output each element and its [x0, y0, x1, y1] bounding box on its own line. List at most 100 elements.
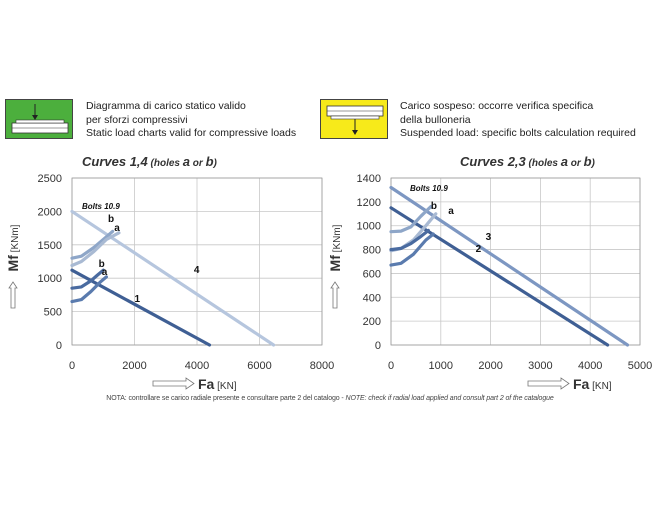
x-tick-label: 2000: [122, 360, 146, 372]
x-tick-label: 3000: [528, 360, 552, 372]
y-tick-label: 2000: [38, 206, 62, 218]
curve-label: 3: [486, 232, 492, 243]
x-tick-label: 0: [388, 360, 394, 372]
y-axis-label: Mf [KNm]: [327, 224, 343, 271]
y-axis-unit: [KNm]: [10, 224, 21, 255]
chart-title: Curves 2,3 (holes a or b): [460, 154, 596, 169]
static-load-legend-text: Diagramma di carico statico valido per s…: [86, 100, 296, 141]
plot-border: [390, 177, 641, 346]
chart-title-main: Curves 2,3: [460, 154, 527, 169]
y-tick-label: 1000: [357, 221, 381, 233]
chart-subtitle-post: ): [213, 158, 218, 169]
x-tick-label: 5000: [628, 360, 652, 372]
suspended-load-legend-box: [320, 99, 388, 139]
series-line-b: [70, 229, 115, 260]
curve-label: b: [99, 259, 105, 270]
chart-subtitle-mid: or: [568, 158, 584, 169]
suspended-load-line-en: Suspended load: specific bolts calculati…: [400, 127, 636, 139]
series-line-a: [70, 231, 121, 268]
x-tick-label: 8000: [310, 360, 334, 372]
y-arrow-icon: [8, 281, 18, 309]
curve-label: b: [431, 201, 437, 212]
x-tick-label: 4000: [185, 360, 209, 372]
x-axis-label: Fa [KN]: [573, 376, 612, 392]
y-axis-unit: [KNm]: [332, 224, 343, 255]
suspended-load-line-it-2: della bulloneria: [400, 113, 471, 126]
plot-area: [391, 178, 640, 345]
y-axis-name: Mf: [327, 255, 343, 272]
series-line-a: [389, 232, 435, 267]
curve-label: b: [108, 214, 114, 225]
chart-subtitle-pre: (holes: [148, 158, 183, 169]
y-tick-label: 1000: [38, 273, 62, 285]
chart-subtitle-hole-b: b: [206, 154, 214, 169]
chart-subtitle-post: ): [591, 158, 596, 169]
bolts-annotation: Bolts 10.9: [410, 184, 448, 193]
y-axis-label: Mf [KNm]: [5, 224, 21, 271]
static-load-line-it-1: Diagramma di carico statico valido: [86, 100, 246, 112]
y-axis-label-group: Mf [KNm]: [327, 224, 343, 271]
chart-subtitle-mid: or: [190, 158, 206, 169]
chart-2: 0 1000 2000 3000 4000 5000 0 200 400 600 800 1000 12…: [327, 154, 652, 392]
curve-label: 1: [135, 294, 141, 305]
y-tick-label: 800: [363, 245, 381, 257]
series-line-a: [70, 275, 109, 304]
bolts-annotation: Bolts 10.9: [82, 202, 120, 211]
x-tick-label: 6000: [247, 360, 271, 372]
series-line-b: [70, 268, 105, 290]
curve-label: a: [448, 206, 454, 217]
catalogue-note: NOTA: controllare se carico radiale pres…: [0, 395, 660, 402]
chart-subtitle-hole-a: a: [183, 154, 190, 169]
x-tick-label: 0: [69, 360, 75, 372]
y-tick-label: 400: [363, 292, 381, 304]
series-line-b: [389, 228, 430, 252]
series-line-b: [389, 205, 433, 234]
series-line-1: [70, 268, 212, 347]
y-tick-label: 0: [375, 340, 381, 352]
chart-title: Curves 1,4 (holes a or b): [82, 154, 218, 169]
chart-1: 0 2000 4000 6000 8000 0 500 1000 1500 2000 2500 Cur…: [5, 154, 334, 392]
chart-title-main: Curves 1,4: [82, 154, 149, 169]
series-line-3: [389, 185, 630, 347]
plot-border: [71, 177, 323, 346]
static-load-legend-box: [5, 99, 73, 139]
y-axis-label-group: Mf [KNm]: [5, 224, 21, 271]
x-axis-unit: [KN]: [214, 381, 236, 392]
curve-label: 2: [476, 244, 482, 255]
x-axis-unit: [KN]: [589, 381, 611, 392]
chart-subtitle-pre: (holes: [526, 158, 561, 169]
suspended-load-legend-text: Carico sospeso: occorre verifica specifi…: [400, 100, 636, 141]
chart-subtitle-hole-a: a: [561, 154, 568, 169]
static-load-line-it-2: per sforzi compressivi: [86, 113, 188, 126]
x-axis-name: Fa: [573, 376, 590, 392]
y-tick-label: 600: [363, 268, 381, 280]
y-arrow-icon: [330, 281, 340, 309]
curve-label: 4: [194, 265, 200, 276]
suspended-load-icon: [326, 105, 384, 135]
note-english: NOTE: check if radial load applied and c…: [345, 395, 554, 402]
y-tick-label: 2500: [38, 173, 62, 185]
series-line-4: [70, 209, 276, 347]
suspended-load-line-it-1: Carico sospeso: occorre verifica specifi…: [400, 100, 594, 112]
y-tick-label: 1200: [357, 197, 381, 209]
y-tick-label: 0: [56, 340, 62, 352]
static-load-line-en: Static load charts valid for compressive…: [86, 127, 297, 139]
x-tick-label: 2000: [478, 360, 502, 372]
y-tick-label: 1500: [38, 240, 62, 252]
x-axis-label: Fa [KN]: [198, 376, 237, 392]
curve-label: a: [114, 223, 120, 234]
x-arrow-icon: [527, 377, 570, 390]
x-arrow-icon: [152, 377, 195, 390]
y-tick-label: 500: [44, 307, 62, 319]
x-axis-name: Fa: [198, 376, 215, 392]
y-tick-label: 200: [363, 316, 381, 328]
y-tick-label: 1400: [357, 173, 381, 185]
static-load-icon: [11, 104, 69, 134]
x-tick-label: 1000: [429, 360, 453, 372]
y-axis-name: Mf: [5, 255, 21, 272]
note-italian: NOTA: controllare se carico radiale pres…: [106, 395, 346, 402]
x-tick-label: 4000: [578, 360, 602, 372]
curve-label: a: [102, 267, 108, 278]
chart-subtitle-hole-b: b: [584, 154, 592, 169]
